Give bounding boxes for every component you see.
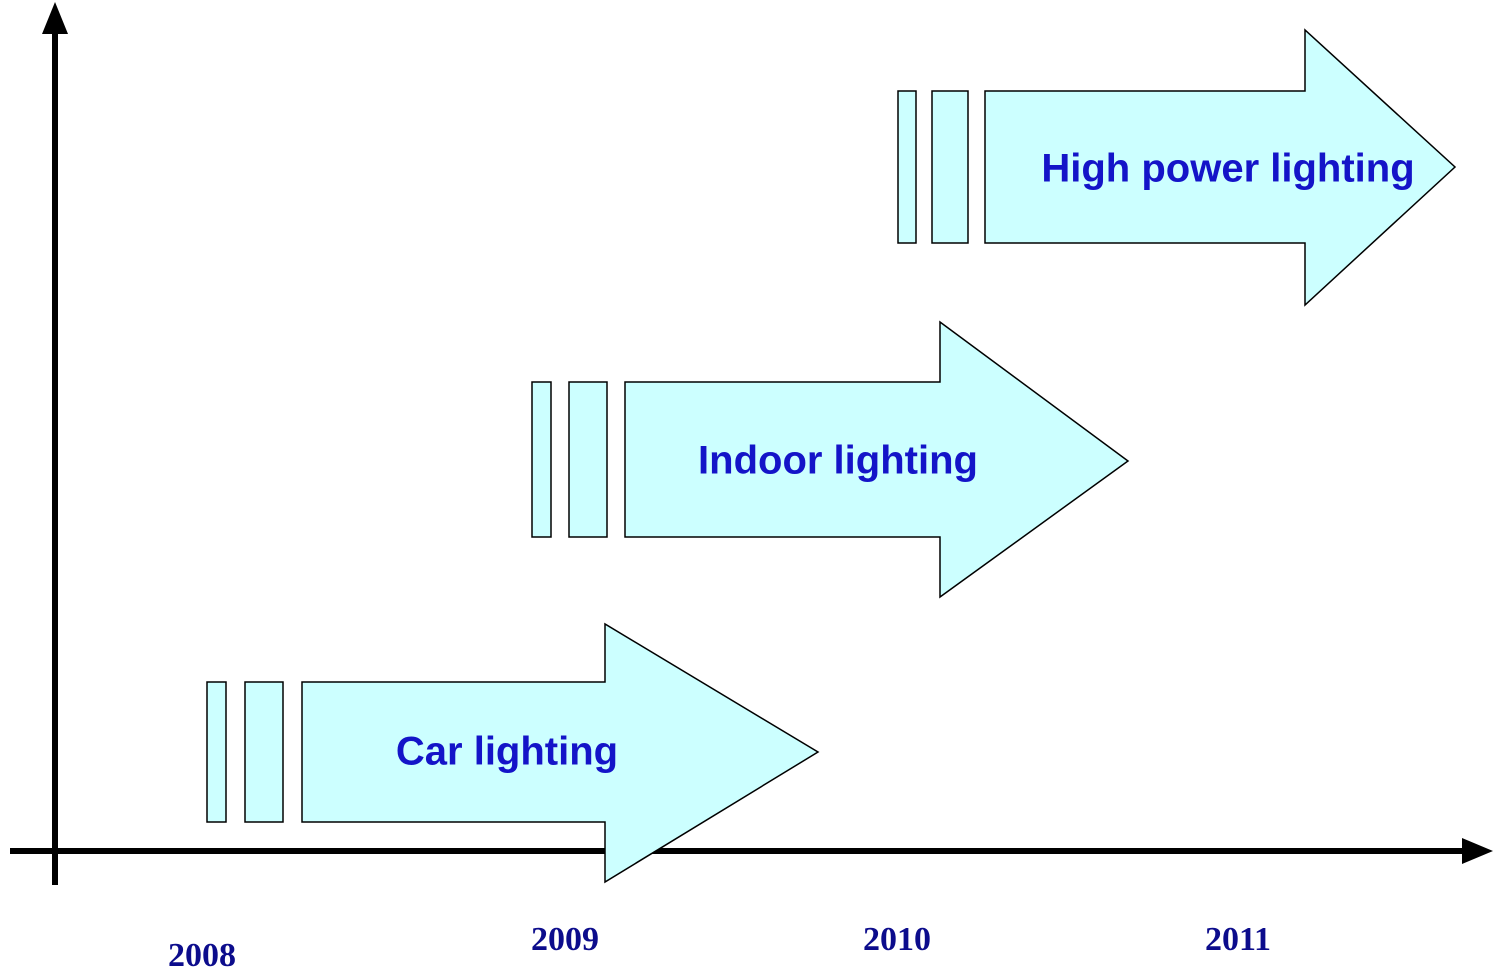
year-label: 2010 — [863, 921, 931, 958]
year-label: 2009 — [531, 921, 599, 958]
phase-arrow: Indoor lighting — [531, 320, 1130, 599]
arrow-label: High power lighting — [1041, 147, 1414, 191]
axis-arrowhead — [42, 2, 68, 34]
phase-arrow: High power lighting — [897, 28, 1457, 307]
arrow — [624, 320, 1130, 599]
year-label: 2011 — [1205, 921, 1271, 958]
stripe — [897, 90, 917, 244]
arrow-label: Indoor lighting — [698, 439, 978, 483]
arrow-label: Car lighting — [396, 730, 618, 774]
stripe — [206, 681, 227, 823]
axis-arrowhead — [1462, 838, 1493, 864]
phase-arrow: Car lighting — [206, 622, 820, 884]
stripe — [531, 381, 552, 538]
arrow — [984, 28, 1457, 307]
stripe — [244, 681, 284, 823]
arrow — [301, 622, 820, 884]
stripe — [568, 381, 608, 538]
year-label: 2008 — [168, 937, 236, 974]
stripe — [931, 90, 969, 244]
